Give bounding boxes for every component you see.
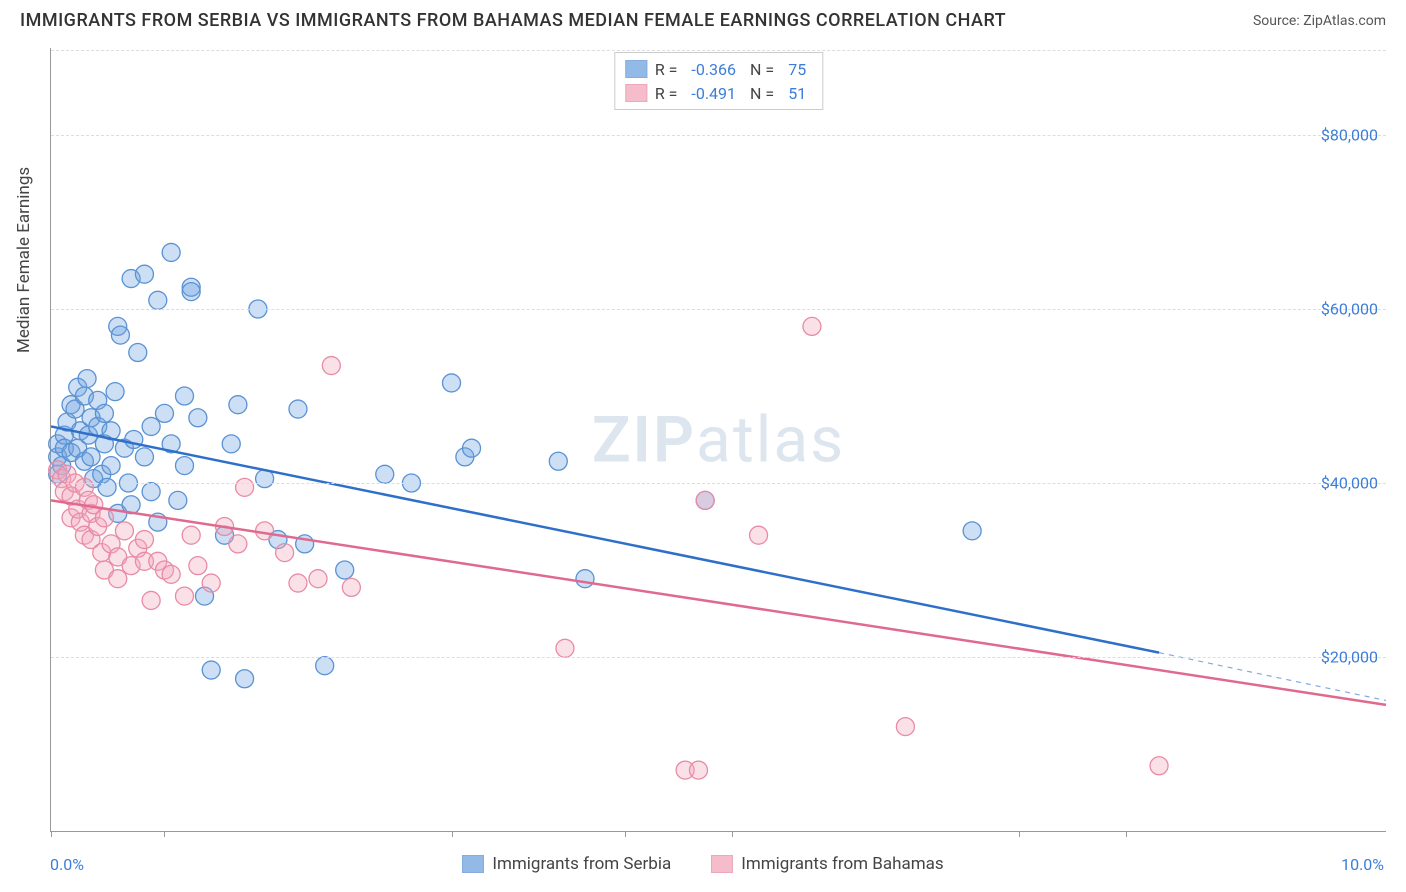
data-point xyxy=(135,265,153,283)
gridline xyxy=(51,50,1386,51)
gridline xyxy=(51,135,1386,136)
data-point xyxy=(135,531,153,549)
legend-row-serbia: R = -0.366 N = 75 xyxy=(625,57,812,81)
data-point xyxy=(111,326,129,344)
swatch-serbia xyxy=(625,60,647,78)
data-point xyxy=(142,483,160,501)
data-point xyxy=(336,561,354,579)
data-point xyxy=(115,522,133,540)
data-point xyxy=(289,400,307,418)
data-point xyxy=(98,478,116,496)
data-point xyxy=(176,387,194,405)
data-point xyxy=(176,457,194,475)
data-point xyxy=(202,574,220,592)
swatch-bahamas xyxy=(625,84,647,102)
data-point xyxy=(229,535,247,553)
scatter-svg xyxy=(51,48,1386,831)
data-point xyxy=(696,491,714,509)
legend-label-serbia: Immigrants from Serbia xyxy=(492,854,671,874)
r-value-bahamas: -0.491 xyxy=(691,84,736,103)
gridline xyxy=(51,309,1386,310)
y-tick-label: $20,000 xyxy=(1321,648,1378,667)
y-tick-label: $40,000 xyxy=(1321,474,1378,493)
data-point xyxy=(129,344,147,362)
legend-item-bahamas: Immigrants from Bahamas xyxy=(711,854,943,874)
data-point xyxy=(963,522,981,540)
y-tick-label: $80,000 xyxy=(1321,126,1378,145)
n-value-serbia: 75 xyxy=(788,60,806,79)
r-value-serbia: -0.366 xyxy=(691,60,736,79)
data-point xyxy=(309,570,327,588)
data-point xyxy=(162,565,180,583)
x-tick xyxy=(732,831,733,837)
data-point xyxy=(182,283,200,301)
data-point xyxy=(276,544,294,562)
data-point xyxy=(142,417,160,435)
data-point xyxy=(78,370,96,388)
data-point xyxy=(236,478,254,496)
data-point xyxy=(289,574,307,592)
data-point xyxy=(576,570,594,588)
data-point xyxy=(896,718,914,736)
data-point xyxy=(95,509,113,527)
data-point xyxy=(155,404,173,422)
data-point xyxy=(236,670,254,688)
chart-title: IMMIGRANTS FROM SERBIA VS IMMIGRANTS FRO… xyxy=(20,10,1006,31)
data-point xyxy=(222,435,240,453)
source-label: Source: ZipAtlas.com xyxy=(1253,13,1386,29)
data-point xyxy=(135,448,153,466)
y-axis-label: Median Female Earnings xyxy=(14,167,34,353)
y-tick-label: $60,000 xyxy=(1321,300,1378,319)
data-point xyxy=(162,243,180,261)
data-point xyxy=(95,404,113,422)
data-point xyxy=(750,526,768,544)
data-point xyxy=(316,657,334,675)
series-legend: Immigrants from Serbia Immigrants from B… xyxy=(0,854,1406,874)
gridline xyxy=(51,483,1386,484)
gridline xyxy=(51,657,1386,658)
data-point xyxy=(189,557,207,575)
data-point xyxy=(322,357,340,375)
data-point xyxy=(109,570,127,588)
data-point xyxy=(189,409,207,427)
data-point xyxy=(463,439,481,457)
x-tick xyxy=(164,831,165,837)
legend-label-bahamas: Immigrants from Bahamas xyxy=(741,854,943,874)
legend-row-bahamas: R = -0.491 N = 51 xyxy=(625,81,812,105)
data-point xyxy=(549,452,567,470)
swatch-serbia xyxy=(462,855,484,873)
chart-header: IMMIGRANTS FROM SERBIA VS IMMIGRANTS FRO… xyxy=(0,0,1406,37)
legend-item-serbia: Immigrants from Serbia xyxy=(462,854,671,874)
data-point xyxy=(149,291,167,309)
data-point xyxy=(182,526,200,544)
data-point xyxy=(169,491,187,509)
data-point xyxy=(1150,757,1168,775)
data-point xyxy=(229,396,247,414)
swatch-bahamas xyxy=(711,855,733,873)
data-point xyxy=(256,522,274,540)
data-point xyxy=(102,457,120,475)
data-point xyxy=(803,317,821,335)
data-point xyxy=(689,761,707,779)
data-point xyxy=(342,578,360,596)
x-tick xyxy=(1126,831,1127,837)
data-point xyxy=(443,374,461,392)
data-point xyxy=(82,448,100,466)
data-point xyxy=(202,661,220,679)
data-point xyxy=(176,587,194,605)
data-point xyxy=(556,639,574,657)
chart-plot-area: ZIPatlas R = -0.366 N = 75 R = -0.491 N … xyxy=(50,48,1386,832)
x-tick xyxy=(1019,831,1020,837)
x-tick xyxy=(51,831,52,837)
correlation-legend: R = -0.366 N = 75 R = -0.491 N = 51 xyxy=(614,52,823,110)
x-tick xyxy=(452,831,453,837)
n-value-bahamas: 51 xyxy=(788,84,806,103)
x-tick xyxy=(625,831,626,837)
data-point xyxy=(106,383,124,401)
data-point xyxy=(376,465,394,483)
data-point xyxy=(142,591,160,609)
